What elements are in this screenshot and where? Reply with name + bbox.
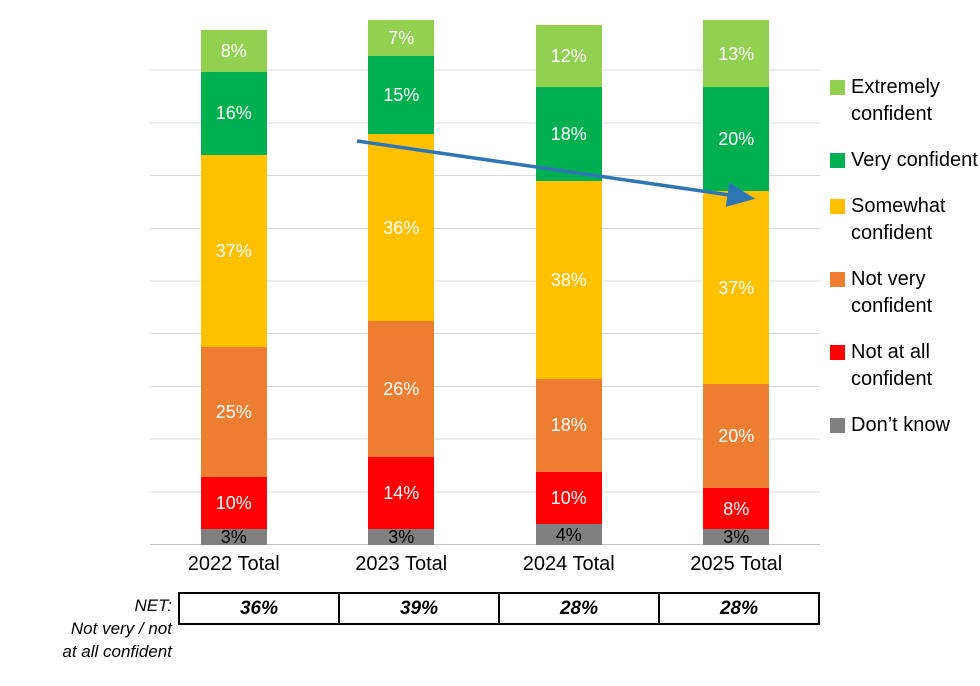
bar-column-2022-total: 8% 16% 37% 25% 10% 3% (150, 30, 318, 548)
legend-item-not-very-confident: Not very confident (830, 266, 980, 320)
segment-value-label: 37% (215, 241, 252, 262)
bar-segment-very-confident: 18% (535, 87, 602, 182)
bar-segment-very-confident: 16% (200, 71, 267, 156)
net-row-label-line2: Not very / not (70, 619, 172, 638)
segment-value-label: 8% (220, 41, 247, 62)
segment-value-label: 20% (718, 425, 755, 446)
net-value-cell: 28% (658, 594, 818, 623)
bar-segment-extremely-confident: 13% (703, 19, 770, 88)
segment-value-label: 37% (718, 277, 755, 298)
stacked-bar-2022-total: 8% 16% 37% 25% 10% 3% (200, 30, 267, 548)
bar-segment-don-t-know: 3% (703, 527, 770, 548)
bar-segment-somewhat-confident: 38% (535, 181, 602, 379)
legend-item-label: Don’t know (851, 414, 950, 436)
segment-value-label: 10% (215, 493, 252, 514)
x-axis-label: 2023 Total (355, 553, 448, 575)
segment-value-label: 12% (550, 46, 587, 67)
bar-segment-very-confident: 15% (368, 56, 435, 135)
segment-value-label: 14% (383, 483, 420, 503)
plot-area: 8% 16% 37% 25% 10% 3% 7% 15% 36% 26% 14% 3% 12% 18% 38… (150, 18, 821, 548)
legend-item-label: Very confident (851, 149, 978, 171)
x-axis-label: 2022 Total (187, 553, 280, 575)
bar-segment-not-at-all-confident: 10% (200, 477, 267, 530)
bar-segment-not-at-all-confident: 14% (368, 456, 435, 530)
bar-segment-not-at-all-confident: 8% (703, 487, 770, 530)
bar-segment-not-very-confident: 20% (703, 383, 770, 488)
legend-swatch (830, 153, 845, 168)
segment-value-label: 4% (555, 524, 582, 545)
net-value-cell: 28% (498, 594, 658, 623)
bar-column-2023-total: 7% 15% 36% 26% 14% 3% (318, 19, 486, 548)
bar-segment-not-very-confident: 18% (535, 378, 602, 473)
legend-item-label: Extremely confident (851, 76, 940, 125)
bar-segment-extremely-confident: 7% (368, 19, 435, 57)
bars-row: 8% 16% 37% 25% 10% 3% 7% 15% 36% 26% 14% 3% 12% 18% 38… (150, 18, 821, 548)
bar-segment-very-confident: 20% (703, 87, 770, 192)
bar-segment-not-very-confident: 25% (200, 347, 267, 478)
stacked-bar-2024-total: 12% 18% 38% 18% 10% 4% (535, 25, 602, 545)
legend-item-not-at-all-confident: Not at all confident (830, 339, 980, 393)
net-value-cell: 39% (338, 594, 498, 623)
x-axis-line (150, 544, 820, 545)
bar-segment-don-t-know: 4% (535, 524, 602, 545)
stacked-bar-2025-total: 13% 20% 37% 20% 8% 3% (703, 19, 770, 548)
legend: Extremely confident Very confident Somewha… (830, 74, 980, 439)
bar-segment-don-t-know: 3% (200, 527, 267, 548)
legend-swatch (830, 80, 845, 95)
bar-segment-somewhat-confident: 36% (368, 134, 435, 322)
segment-value-label: 3% (723, 527, 750, 548)
bar-segment-extremely-confident: 8% (200, 30, 267, 72)
bar-segment-extremely-confident: 12% (535, 25, 602, 88)
segment-value-label: 10% (550, 488, 587, 509)
legend-item-label: Somewhat confident (851, 195, 946, 244)
stacked-bar-2023-total: 7% 15% 36% 26% 14% 3% (368, 19, 435, 548)
segment-value-label: 13% (718, 43, 755, 64)
net-value-cell: 36% (239, 597, 279, 619)
segment-value-label: 16% (215, 103, 252, 124)
bar-segment-not-at-all-confident: 10% (535, 472, 602, 525)
segment-value-label: 15% (383, 85, 420, 106)
legend-item-don-t-know: Don’t know (830, 412, 980, 439)
segment-value-label: 3% (220, 527, 247, 548)
bar-segment-somewhat-confident: 37% (200, 155, 267, 348)
segment-value-label: 7% (388, 28, 415, 49)
bar-segment-not-very-confident: 26% (368, 321, 435, 457)
legend-item-label: Not very confident (851, 268, 933, 317)
segment-value-label: 3% (388, 527, 415, 548)
bar-segment-don-t-know: 3% (368, 527, 435, 548)
segment-value-label: 18% (550, 124, 587, 145)
net-row-label-line1: NET: (134, 596, 172, 615)
x-axis-labels: 2022 Total 2023 Total 2024 Total 2025 Total (150, 553, 820, 576)
segment-value-label: 38% (550, 269, 587, 290)
segment-value-label: 8% (723, 498, 750, 519)
legend-swatch (830, 199, 845, 214)
x-axis-label: 2025 Total (690, 553, 783, 575)
net-row-label-line3: at all confident (62, 642, 172, 661)
bar-column-2024-total: 12% 18% 38% 18% 10% 4% (485, 25, 653, 545)
segment-value-label: 26% (383, 379, 420, 400)
bar-column-2025-total: 13% 20% 37% 20% 8% 3% (653, 19, 821, 548)
legend-swatch (830, 418, 845, 433)
net-row-label: NET: Not very / not at all confident (16, 594, 172, 663)
x-axis-label: 2024 Total (522, 553, 615, 575)
bar-segment-somewhat-confident: 37% (703, 191, 770, 384)
segment-value-label: 36% (383, 217, 420, 238)
segment-value-label: 20% (718, 129, 755, 150)
legend-item-extremely-confident: Extremely confident (830, 74, 980, 128)
legend-swatch (830, 272, 845, 287)
legend-item-somewhat-confident: Somewhat confident (830, 193, 980, 247)
segment-value-label: 25% (215, 402, 252, 423)
segment-value-label: 18% (550, 415, 587, 436)
legend-item-very-confident: Very confident (830, 147, 980, 174)
net-table: 36% 39% 28% 28% (178, 592, 820, 625)
legend-swatch (830, 345, 845, 360)
legend-item-label: Not at all confident (851, 341, 933, 390)
